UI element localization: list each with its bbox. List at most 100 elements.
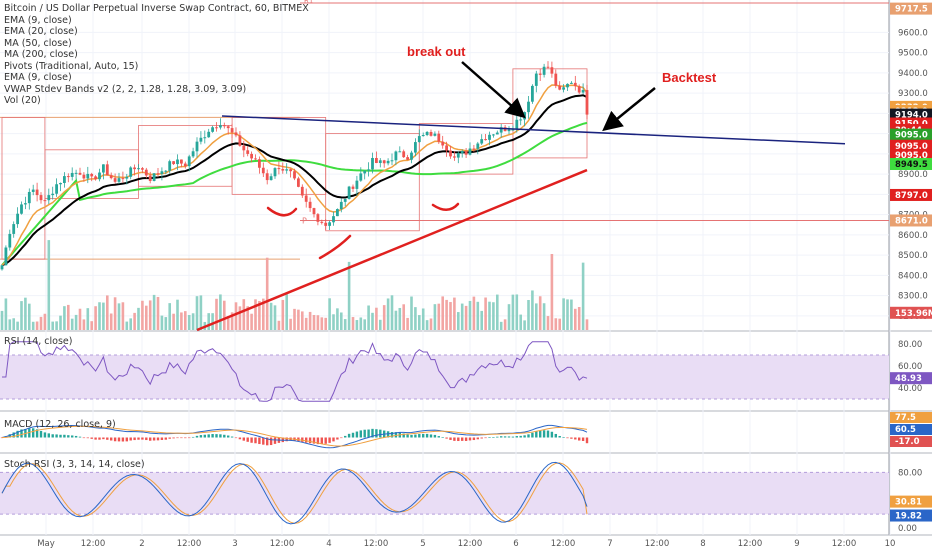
pivot-p-label: P [302,216,307,225]
macd-hist-bar [386,431,390,438]
candle [308,197,312,212]
candle [160,167,164,181]
legend-vol[interactable]: Vol (20) [4,95,41,106]
macd-hist-bar [203,434,206,438]
macd-hist-bar [379,429,382,438]
legend-ema9[interactable]: EMA (9, close) [4,14,72,26]
candle-body [250,153,253,159]
macd-hist-bar [492,437,495,438]
macd-pane-label[interactable]: MACD (12, 26, close, 9) [4,419,116,430]
volume-bar [453,297,456,330]
volume-bar [398,307,402,330]
candle [453,151,456,161]
candle [82,172,86,182]
ema20-line [1,94,588,267]
legend-ma200[interactable]: MA (200, close) [4,49,78,60]
volume-bar [43,313,47,330]
volume-bar [265,257,269,330]
volume-bar [304,317,308,330]
macd-hist-bar [117,437,121,442]
candle-body [573,82,577,87]
macd-hist-bar [285,437,288,442]
volume-bar [211,313,214,330]
candle-body [495,132,499,135]
volume-bar [28,303,31,330]
macd-hist-bar [90,437,93,439]
candle-body [109,175,113,179]
candle-body [98,172,101,180]
candle-body [277,168,281,170]
candle-body [258,159,261,168]
candle-body [137,168,140,170]
volume-bar [133,312,136,330]
candle-body [39,195,43,201]
volume-bar [460,303,464,330]
candle [429,129,433,137]
candle-body [566,83,569,88]
volume-bar [289,318,292,330]
candle [355,175,359,196]
candle [480,134,484,145]
volume-bar [109,313,113,330]
candle-body [222,125,226,127]
stoch-badge-label: 30.81 [895,498,922,508]
price-badge-label: 9194.0 [895,111,928,121]
volume-bar [47,240,51,330]
legend-ema9-2[interactable]: EMA (9, close) [4,72,72,83]
volume-bar [125,321,129,330]
candle-body [527,101,530,113]
candle-body [441,141,445,146]
macd-hist-bar [0,437,4,439]
candle-body [117,178,121,182]
macd-hist-bar [258,437,261,445]
volume-bar [472,296,476,330]
legend-ma50[interactable]: MA (50, close) [4,37,72,49]
rsi-pane-label[interactable]: RSI (14, close) [4,336,73,347]
candle-body [429,131,433,136]
candle [137,164,140,170]
candle [375,151,378,164]
legend-symbol[interactable]: Bitcoin / US Dollar Perpetual Inverse Sw… [4,3,309,14]
price-axis: 9600.09500.09400.09300.09200.09100.09000… [890,2,932,322]
candle-body [414,142,417,153]
macd-hist-bar [429,434,433,438]
macd-hist-bar [121,437,125,442]
candle [269,173,273,181]
candle-body [20,204,23,214]
volume-bar [74,314,78,330]
volume-bar [86,308,90,330]
candle [180,159,183,168]
candles [0,61,589,271]
breakout-arrow [461,61,526,119]
macd-hist-bar [188,437,191,439]
macd-hist-bar [566,437,569,439]
time-tick-label: 12:00 [738,539,763,549]
candle [16,207,19,228]
price-badge-bg [890,139,932,152]
time-tick-label: 12:00 [364,539,389,549]
time-tick-label: 12:00 [551,539,576,549]
candle [468,142,472,156]
candle-body [51,193,55,196]
macd-hist-bar [125,437,128,442]
candle-body [316,214,320,222]
candle-body [187,156,191,167]
candle-body [164,170,168,172]
volume-bar [499,321,503,330]
volume-bar [437,303,441,330]
volume-bar [527,299,530,330]
candle [398,146,402,153]
legend-pivots[interactable]: Pivots (Traditional, Auto, 15) [4,60,139,72]
legend-vwap[interactable]: VWAP Stdev Bands v2 (2, 2, 1.28, 1.28, 3… [4,83,247,95]
stoch-pane-label[interactable]: Stoch RSI (3, 3, 14, 14, close) [4,459,145,470]
stoch-badge-bg [890,509,932,522]
legend-ema20[interactable]: EMA (20, close) [4,26,78,37]
candle [437,130,441,144]
candle [445,141,448,157]
macd-hist-bar [324,437,327,444]
rsi-band [0,355,889,399]
macd-hist-bar [262,437,265,445]
price-tick-label: 9600.0 [898,28,928,38]
macd-hist-bar [47,433,50,438]
candle-body [585,90,589,115]
